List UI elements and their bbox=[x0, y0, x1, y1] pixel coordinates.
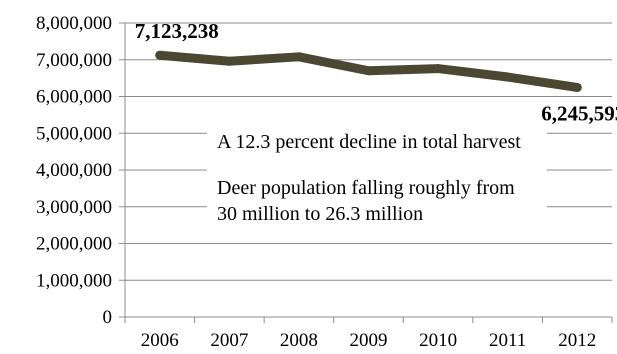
y-tick-label: 8,000,000 bbox=[36, 13, 112, 34]
x-tick-label: 2009 bbox=[350, 330, 388, 351]
y-tick-label: 3,000,000 bbox=[36, 197, 112, 218]
y-tick-labels: 0 1,000,000 2,000,000 3,000,000 4,000,000 5,0… bbox=[36, 13, 112, 328]
data-point bbox=[433, 64, 443, 74]
axes bbox=[119, 22, 613, 323]
y-tick-label: 2,000,000 bbox=[36, 234, 112, 255]
x-tick-label: 2011 bbox=[489, 330, 526, 351]
data-label: 6,245,593 bbox=[541, 101, 617, 125]
y-tick-label: 7,000,000 bbox=[36, 50, 112, 71]
data-labels: 7,123,238 6,245,593 bbox=[135, 19, 617, 125]
data-point bbox=[364, 66, 373, 76]
y-tick-label: 0 bbox=[103, 307, 113, 328]
x-tick-label: 2010 bbox=[419, 330, 457, 351]
annotation-box: A 12.3 percent decline in total harvest … bbox=[207, 123, 547, 233]
x-tick-label: 2008 bbox=[280, 330, 318, 351]
data-label: 7,123,238 bbox=[135, 19, 219, 43]
y-tick-label: 6,000,000 bbox=[36, 87, 112, 108]
x-tick-labels: 2006 2007 2008 2009 2010 2011 2012 bbox=[141, 330, 596, 351]
x-tick-label: 2012 bbox=[558, 330, 596, 351]
annotation-population: Deer population falling roughly from 30 … bbox=[217, 177, 515, 225]
data-point bbox=[155, 50, 165, 60]
data-point bbox=[503, 72, 513, 82]
x-tick-label: 2006 bbox=[141, 330, 179, 351]
x-tick-label: 2007 bbox=[210, 330, 248, 351]
data-point bbox=[224, 56, 234, 66]
series-group bbox=[155, 50, 582, 92]
y-tick-label: 5,000,000 bbox=[36, 123, 112, 144]
y-tick-label: 1,000,000 bbox=[36, 270, 112, 291]
data-point bbox=[572, 82, 582, 92]
annotation-decline: A 12.3 percent decline in total harvest bbox=[217, 131, 521, 153]
data-point bbox=[294, 52, 304, 62]
y-tick-label: 4,000,000 bbox=[36, 160, 112, 181]
